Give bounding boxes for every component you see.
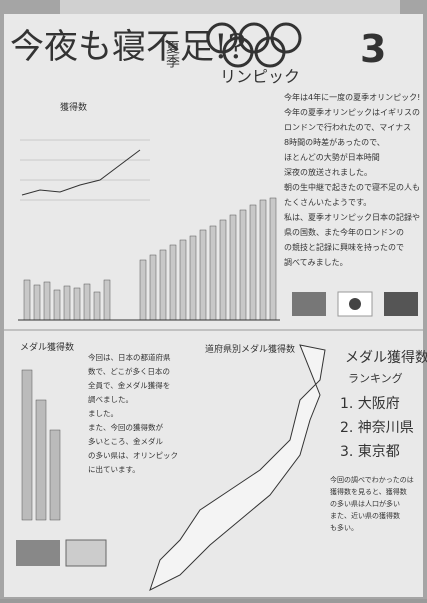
text-line: 今年の夏季オリンピックはイギリスの bbox=[284, 107, 420, 117]
text-line: 数で、どこが多く日本の bbox=[88, 366, 170, 376]
line-chart-grid bbox=[20, 139, 150, 201]
ranking-item: 1. 大阪府 bbox=[340, 396, 400, 412]
text-line: ロンドンで行われたので、マイナス bbox=[284, 122, 411, 132]
left-chart-title: メダル獲得数 bbox=[20, 341, 74, 353]
line-chart bbox=[21, 149, 141, 196]
text-line: 県の国数、また今年のロンドンの bbox=[284, 227, 404, 237]
text-line: 深夜の放送されました。 bbox=[284, 167, 372, 177]
text-line: 私は、夏季オリンピック日本の記録や bbox=[284, 212, 420, 222]
text-line: 今回は、日本の都道府県 bbox=[88, 352, 171, 362]
text-line: の競技と記録に興味を持ったので bbox=[284, 242, 404, 252]
photo bbox=[65, 539, 107, 567]
photo bbox=[16, 540, 60, 566]
text-line: 調べました。 bbox=[88, 394, 133, 404]
ranking-item: 2. 神奈川県 bbox=[340, 420, 414, 436]
map-title: 道府県別メダル獲得数 bbox=[205, 343, 295, 355]
text-line: 調べてみました。 bbox=[284, 257, 348, 267]
flags bbox=[292, 291, 418, 317]
logo-text: リンピック bbox=[220, 67, 300, 86]
ranking-title: メダル獲得数 bbox=[345, 349, 427, 366]
ranking-subtitle: ランキング bbox=[348, 371, 403, 385]
text-line: ました。 bbox=[88, 409, 118, 418]
text-line: ほとんどの大勢が日本時間 bbox=[284, 152, 380, 162]
text-line: の多い県は、オリンピック bbox=[88, 450, 178, 460]
line-chart-title: 獲得数 bbox=[60, 101, 87, 113]
text-line: も多い。 bbox=[330, 523, 358, 532]
text-line: 8時間の時差があったので、 bbox=[284, 137, 385, 147]
issue-number: 3 bbox=[360, 27, 386, 71]
text-line: たくさんいたようです。 bbox=[284, 198, 371, 207]
subtitle: 夏季 bbox=[164, 40, 180, 68]
article: 今年は4年に一度の夏季オリンピック! 今年の夏季オリンピックはイギリスのロンドンで… bbox=[284, 92, 420, 267]
ranking-item: 3. 東京都 bbox=[340, 444, 400, 460]
text-line: また、今回の獲得数が bbox=[88, 422, 163, 432]
text-line: に出ています。 bbox=[88, 464, 140, 474]
text-line: 今回の調べでわかったのは bbox=[330, 475, 414, 484]
olympic-rings bbox=[206, 22, 302, 68]
note: 今回は、日本の都道府県数で、どこが多く日本の全員で、金メダル獲得を調べました。ま… bbox=[88, 352, 178, 474]
bar-chart bbox=[23, 197, 277, 321]
footnote: 今回の調べでわかったのは獲得数を見ると、獲得数の多い県は人口が多いまた、近い県の… bbox=[330, 475, 414, 532]
text-line: 全員で、金メダル獲得を bbox=[88, 380, 170, 390]
japan-map bbox=[149, 344, 326, 591]
stacked-chart bbox=[21, 369, 61, 521]
text-line: また、近い県の獲得数 bbox=[330, 511, 400, 520]
title: 今夜も寝不足!? bbox=[10, 27, 246, 67]
text-line: の多い県は人口が多い bbox=[330, 499, 400, 508]
top-strip bbox=[60, 0, 400, 14]
text-line: 多いところ、金メダル bbox=[88, 436, 163, 446]
text-line: 朝の生中継で起きたので寝不足の人も bbox=[284, 182, 420, 192]
text-line: 今年は4年に一度の夏季オリンピック! bbox=[284, 92, 420, 102]
text-line: 獲得数を見ると、獲得数 bbox=[330, 487, 407, 496]
